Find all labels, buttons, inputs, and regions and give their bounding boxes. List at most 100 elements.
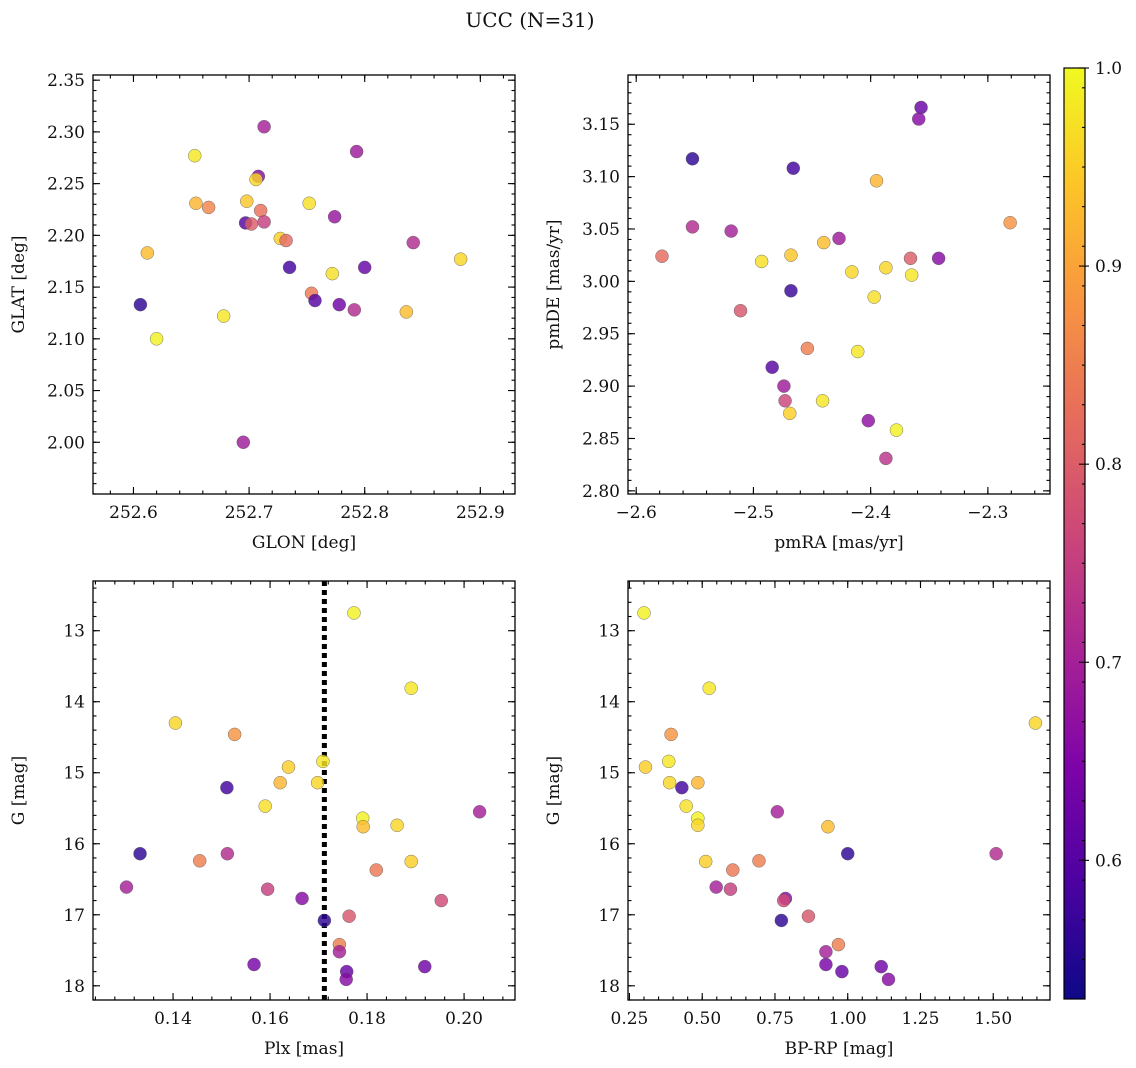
data-point bbox=[835, 964, 849, 979]
data-point bbox=[637, 606, 651, 620]
x-tick-label: 252.9 bbox=[456, 503, 505, 523]
x-axis-label: BP-RP [mag] bbox=[785, 1039, 894, 1059]
data-point bbox=[869, 174, 884, 188]
data-point bbox=[752, 854, 766, 868]
panels: 252.6 252.7 252.8 252.9 2.00 2.05 2.10 2.15 2.20… bbox=[9, 71, 1051, 1059]
data-point bbox=[867, 290, 881, 304]
data-point bbox=[655, 249, 669, 263]
y-tick-label: 14 bbox=[63, 693, 85, 713]
data-point bbox=[685, 220, 700, 234]
data-point bbox=[369, 863, 383, 877]
colorbar-tick-label: 0.7 bbox=[1095, 653, 1122, 673]
x-axis-label: Plx [mas] bbox=[264, 1039, 344, 1059]
data-point bbox=[404, 681, 418, 695]
data-point bbox=[240, 194, 254, 208]
data-point bbox=[317, 913, 332, 928]
data-point bbox=[188, 148, 202, 163]
x-tick-label: 1.50 bbox=[974, 1009, 1012, 1029]
data-point bbox=[390, 818, 404, 832]
data-point bbox=[347, 303, 361, 317]
data-point bbox=[149, 332, 164, 346]
data-point bbox=[295, 891, 309, 906]
data-point bbox=[220, 780, 234, 795]
data-point bbox=[357, 260, 372, 275]
x-tick-label: −2.5 bbox=[733, 503, 774, 523]
y-axis-label: G [mag] bbox=[9, 756, 29, 825]
data-point bbox=[662, 775, 677, 790]
panel-bprp-g: 0.25 0.50 0.75 1.00 1.25 1.50 13 14 15 16 17 18 BP-R… bbox=[544, 580, 1051, 1059]
data-point bbox=[817, 235, 831, 250]
colorbar-tick-label: 0.6 bbox=[1095, 851, 1122, 871]
data-point bbox=[332, 297, 346, 312]
x-tick-label: 0.25 bbox=[611, 1009, 649, 1029]
y-tick-label: 15 bbox=[598, 764, 620, 784]
data-point bbox=[709, 880, 723, 894]
data-point bbox=[193, 854, 207, 868]
data-point bbox=[347, 606, 361, 620]
data-point bbox=[831, 937, 846, 952]
panel-pmra-pmde: −2.6 −2.5 −2.4 −2.3 2.80 2.85 2.90 2.95 3.00 3.05… bbox=[544, 74, 1051, 553]
y-tick-label: 2.80 bbox=[582, 482, 620, 502]
colorbar-tick-label: 1.0 bbox=[1095, 59, 1122, 79]
x-tick-label: 0.50 bbox=[683, 1009, 721, 1029]
data-point bbox=[801, 909, 816, 923]
data-point bbox=[879, 451, 893, 466]
colorbar-ticks: 0.6 0.7 0.8 0.9 1.0 bbox=[1079, 59, 1122, 960]
data-point bbox=[879, 261, 893, 275]
data-point bbox=[279, 233, 293, 248]
data-point bbox=[931, 251, 946, 266]
data-point bbox=[765, 360, 779, 374]
data-point bbox=[699, 854, 713, 869]
data-point bbox=[249, 172, 263, 187]
data-point bbox=[723, 882, 738, 896]
data-point bbox=[349, 144, 364, 159]
y-tick-label: 16 bbox=[598, 835, 620, 855]
y-tick-label: 18 bbox=[63, 977, 85, 997]
data-point bbox=[244, 217, 259, 231]
x-tick-label: 0.14 bbox=[154, 1009, 192, 1029]
y-tick-label: 3.15 bbox=[582, 115, 620, 135]
y-tick-label: 17 bbox=[63, 906, 85, 926]
data-point bbox=[342, 909, 356, 923]
data-point bbox=[273, 775, 287, 790]
data-point bbox=[800, 341, 815, 356]
y-tick-label: 3.10 bbox=[582, 168, 620, 188]
data-point bbox=[819, 957, 833, 972]
y-axis-label: GLAT [deg] bbox=[9, 235, 29, 333]
y-tick-label: 2.15 bbox=[47, 278, 85, 298]
colorbar-gradient bbox=[1063, 67, 1086, 1000]
x-tick-label: 0.16 bbox=[251, 1009, 289, 1029]
data-point bbox=[662, 754, 676, 769]
y-tick-label: 2.20 bbox=[47, 226, 85, 246]
plot-frame bbox=[627, 74, 1051, 495]
panel-plx-g: 0.14 0.16 0.18 0.20 13 14 15 16 17 18 Plx [mas] G [… bbox=[9, 580, 516, 1059]
y-tick-label: 2.35 bbox=[47, 71, 85, 91]
data-point bbox=[257, 120, 271, 134]
data-point bbox=[777, 379, 791, 393]
y-tick-label: 13 bbox=[63, 622, 85, 642]
data-point bbox=[189, 196, 203, 210]
y-tick-label: 18 bbox=[598, 977, 620, 997]
data-point bbox=[236, 435, 251, 449]
data-point bbox=[914, 100, 928, 115]
data-point bbox=[281, 760, 296, 774]
x-tick-label: 252.7 bbox=[225, 503, 274, 523]
x-tick-label: 1.25 bbox=[902, 1009, 940, 1029]
data-point bbox=[406, 235, 420, 250]
y-tick-label: 2.90 bbox=[582, 377, 620, 397]
data-point bbox=[912, 112, 926, 126]
panel-glon-glat: 252.6 252.7 252.8 252.9 2.00 2.05 2.10 2.15 2.20… bbox=[9, 71, 516, 553]
data-point bbox=[770, 805, 785, 819]
data-point bbox=[168, 716, 183, 730]
x-axis-label: GLON [deg] bbox=[252, 533, 356, 553]
data-point bbox=[724, 224, 738, 238]
data-point bbox=[685, 152, 700, 166]
plot-frame bbox=[92, 580, 516, 1001]
data-point bbox=[453, 252, 468, 266]
y-tick-label: 14 bbox=[598, 693, 620, 713]
data-point bbox=[434, 893, 448, 908]
data-point bbox=[664, 727, 678, 742]
data-point bbox=[133, 847, 147, 861]
data-point bbox=[679, 799, 693, 813]
